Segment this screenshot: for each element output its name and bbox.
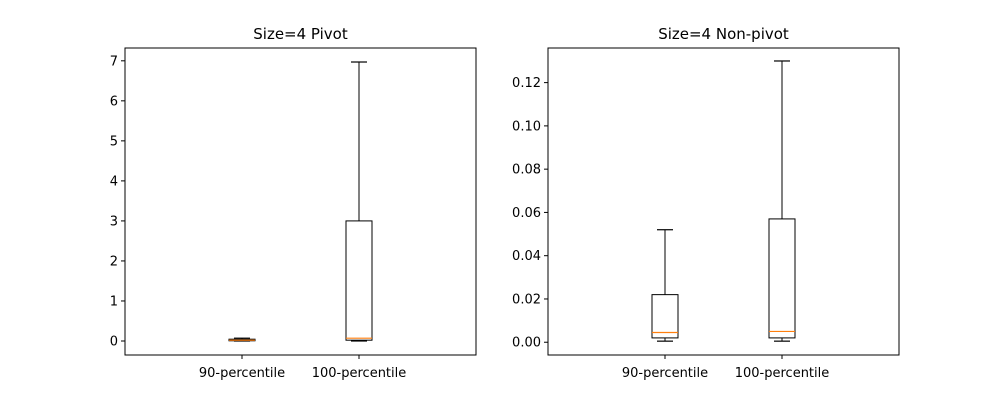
y-tick-label: 4	[110, 174, 118, 189]
box	[651, 294, 679, 339]
y-tick-label: 0.08	[512, 163, 541, 178]
x-axis: 90-percentile 100-percentile	[199, 355, 406, 381]
plot-area	[651, 60, 796, 342]
y-tick-label: 0.02	[512, 292, 541, 307]
x-axis: 90-percentile 100-percentile	[622, 355, 829, 381]
y-tick-label: 3	[110, 214, 118, 229]
chart-title: Size=4 Non-pivot	[658, 25, 789, 43]
y-tick-label: 0.04	[512, 249, 541, 264]
chart-title: Size=4 Pivot	[253, 25, 348, 43]
chart-non-pivot: Size=4 Non-pivot 0.00 0.02 0.04 0.06 0.08 0.1…	[512, 25, 900, 381]
box	[345, 220, 373, 341]
y-tick-label: 0.12	[512, 76, 541, 91]
x-tick-label: 90-percentile	[622, 366, 708, 381]
y-tick-label: 5	[110, 134, 118, 149]
y-tick-label: 0	[110, 334, 118, 349]
y-tick-label: 0.06	[512, 206, 541, 221]
y-tick-label: 6	[110, 94, 118, 109]
x-tick-label: 100-percentile	[312, 366, 407, 381]
x-tick-label: 100-percentile	[735, 366, 830, 381]
y-tick-label: 7	[110, 54, 118, 69]
box	[768, 218, 796, 339]
x-tick-label: 90-percentile	[199, 366, 285, 381]
chart-pivot: Size=4 Pivot 0 1 2 3 4 5 6 7 90-percentile 100-p…	[110, 25, 477, 381]
y-tick-label: 2	[110, 254, 118, 269]
plot-area	[228, 61, 373, 342]
y-axis: 0 1 2 3 4 5 6 7	[110, 54, 125, 349]
y-tick-label: 0.10	[512, 119, 541, 134]
y-tick-label: 1	[110, 294, 118, 309]
y-tick-label: 0.00	[512, 336, 541, 351]
axes-frame	[124, 47, 477, 356]
axes-frame	[547, 47, 900, 356]
y-axis: 0.00 0.02 0.04 0.06 0.08 0.10 0.12	[512, 76, 548, 351]
